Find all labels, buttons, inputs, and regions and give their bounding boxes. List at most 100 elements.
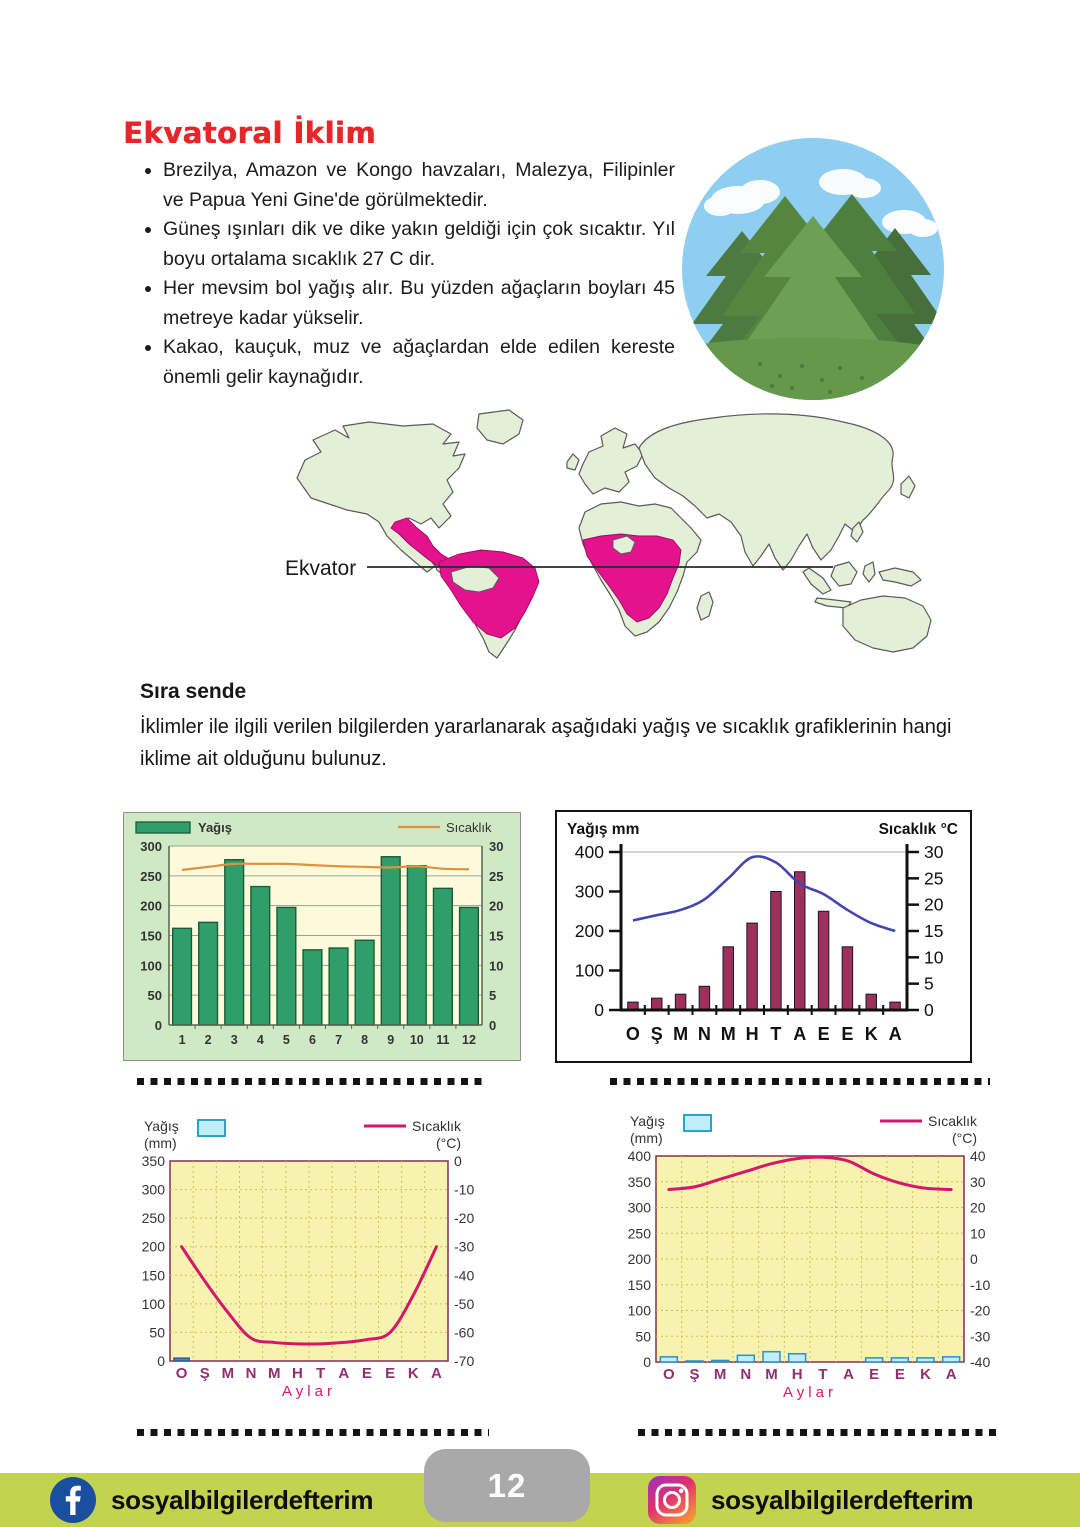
svg-text:50: 50 — [148, 988, 162, 1003]
svg-text:H: H — [746, 1024, 759, 1044]
svg-text:O: O — [663, 1366, 675, 1383]
bullet-item: Brezilya, Amazon ve Kongo havzaları, Mal… — [163, 156, 675, 215]
svg-text:M: M — [714, 1366, 727, 1383]
svg-text:Yağış mm: Yağış mm — [567, 821, 639, 838]
svg-text:0: 0 — [924, 1000, 934, 1020]
answer-dotted-line — [610, 1078, 990, 1085]
svg-text:Sıcaklık: Sıcaklık — [928, 1113, 978, 1129]
svg-text:Aylar: Aylar — [282, 1383, 336, 1400]
svg-text:E: E — [818, 1024, 830, 1044]
svg-text:2: 2 — [205, 1033, 212, 1047]
forest-icon — [682, 138, 944, 400]
climate-chart-bottom-left: 0 50 100 150 200 250 300 350 0 -10 -20 -30 -40 -50 -60… — [132, 1115, 488, 1407]
svg-text:200: 200 — [140, 899, 162, 914]
svg-text:200: 200 — [142, 1239, 166, 1255]
svg-text:N: N — [246, 1365, 257, 1382]
svg-text:10: 10 — [970, 1225, 986, 1241]
climate-chart-top-left: 0 50 100 150 200 250 300 0 5 10 15 20 25 30 1 2 3 4 5 6 7 8 9 1… — [123, 812, 521, 1061]
svg-text:(mm): (mm) — [630, 1130, 663, 1146]
equatorial-climate-regions — [390, 517, 682, 639]
svg-text:30: 30 — [489, 839, 503, 854]
svg-text:E: E — [869, 1366, 879, 1383]
exercise-heading: Sıra sende — [140, 680, 247, 703]
svg-text:A: A — [793, 1024, 806, 1044]
svg-text:A: A — [338, 1365, 349, 1382]
bars — [171, 856, 480, 1026]
svg-text:-40: -40 — [970, 1354, 990, 1370]
svg-text:100: 100 — [575, 961, 604, 981]
svg-text:-30: -30 — [454, 1239, 474, 1255]
svg-text:M: M — [765, 1366, 778, 1383]
svg-text:0: 0 — [970, 1251, 978, 1267]
svg-text:200: 200 — [575, 921, 604, 941]
svg-text:-10: -10 — [970, 1277, 990, 1293]
svg-text:H: H — [292, 1365, 303, 1382]
svg-text:400: 400 — [628, 1148, 652, 1164]
svg-text:0: 0 — [643, 1354, 651, 1370]
bullet-item: Kakao, kauçuk, muz ve ağaçlardan elde ed… — [163, 333, 675, 392]
svg-text:N: N — [698, 1024, 711, 1044]
page-title: Ekvatoral İklim — [123, 116, 376, 150]
svg-text:T: T — [316, 1365, 325, 1382]
svg-text:T: T — [770, 1024, 781, 1044]
svg-text:E: E — [895, 1366, 905, 1383]
svg-text:10: 10 — [489, 958, 503, 973]
svg-text:250: 250 — [140, 869, 162, 884]
svg-text:5: 5 — [283, 1033, 290, 1047]
world-map: Ekvator — [283, 400, 941, 672]
svg-text:9: 9 — [387, 1033, 394, 1047]
svg-text:E: E — [841, 1024, 853, 1044]
svg-text:K: K — [408, 1365, 419, 1382]
svg-text:K: K — [865, 1024, 878, 1044]
svg-text:(°C): (°C) — [952, 1130, 977, 1146]
svg-text:(mm): (mm) — [144, 1135, 177, 1151]
svg-text:-70: -70 — [454, 1353, 474, 1369]
svg-text:-30: -30 — [970, 1328, 990, 1344]
svg-text:11: 11 — [436, 1033, 449, 1047]
svg-text:Sıcaklık: Sıcaklık — [446, 820, 492, 835]
svg-text:30: 30 — [924, 842, 944, 862]
svg-text:O: O — [176, 1365, 188, 1382]
svg-text:Yağış: Yağış — [630, 1113, 665, 1129]
svg-text:H: H — [792, 1366, 803, 1383]
climate-chart-bottom-right: 0 50 100 150 200 250 300 350 400 40 30 20 10 0 -10 -20-… — [618, 1110, 1004, 1408]
svg-text:N: N — [740, 1366, 751, 1383]
svg-text:A: A — [431, 1365, 442, 1382]
bars — [173, 1357, 190, 1362]
svg-text:T: T — [818, 1366, 827, 1383]
svg-text:4: 4 — [257, 1033, 264, 1047]
facebook-icon — [50, 1477, 96, 1523]
answer-dotted-line — [137, 1078, 482, 1085]
exercise-body: İklimler ile ilgili verilen bilgilerden … — [140, 716, 952, 770]
svg-text:A: A — [889, 1024, 902, 1044]
svg-text:25: 25 — [924, 868, 943, 888]
svg-text:M: M — [268, 1365, 281, 1382]
answer-dotted-line — [137, 1429, 489, 1436]
map-green-gaps — [450, 535, 636, 593]
forest-illustration — [680, 136, 946, 402]
svg-text:Aylar: Aylar — [783, 1384, 837, 1401]
svg-text:0: 0 — [489, 1018, 496, 1033]
chart-top-right-svg: Yağış mm Sıcaklık °C 0 100 200 300 400 0 5 10 15 20… — [567, 821, 958, 1044]
svg-text:0: 0 — [454, 1153, 462, 1169]
svg-text:200: 200 — [628, 1251, 652, 1267]
svg-text:300: 300 — [140, 839, 162, 854]
svg-text:M: M — [721, 1024, 736, 1044]
page-number: 12 — [487, 1466, 527, 1504]
bullet-item: Her mevsim bol yağış alır. Bu yüzden ağa… — [163, 274, 675, 333]
svg-text:5: 5 — [489, 988, 496, 1003]
svg-text:-20: -20 — [454, 1210, 474, 1226]
climate-chart-top-right: Yağış mm Sıcaklık °C 0 100 200 300 400 0 5 10 15 20… — [555, 810, 972, 1063]
page-number-tab: 12 — [424, 1449, 590, 1522]
svg-text:-50: -50 — [454, 1296, 474, 1312]
svg-text:0: 0 — [157, 1353, 165, 1369]
instagram-handle-text: sosyalbilgilerdefterim — [711, 1484, 974, 1515]
svg-text:150: 150 — [628, 1277, 652, 1293]
svg-text:25: 25 — [489, 869, 503, 884]
facebook-handle-text: sosyalbilgilerdefterim — [111, 1484, 374, 1515]
svg-text:100: 100 — [140, 958, 162, 973]
svg-text:7: 7 — [335, 1033, 342, 1047]
instagram-handle: sosyalbilgilerdefterim — [648, 1474, 973, 1526]
